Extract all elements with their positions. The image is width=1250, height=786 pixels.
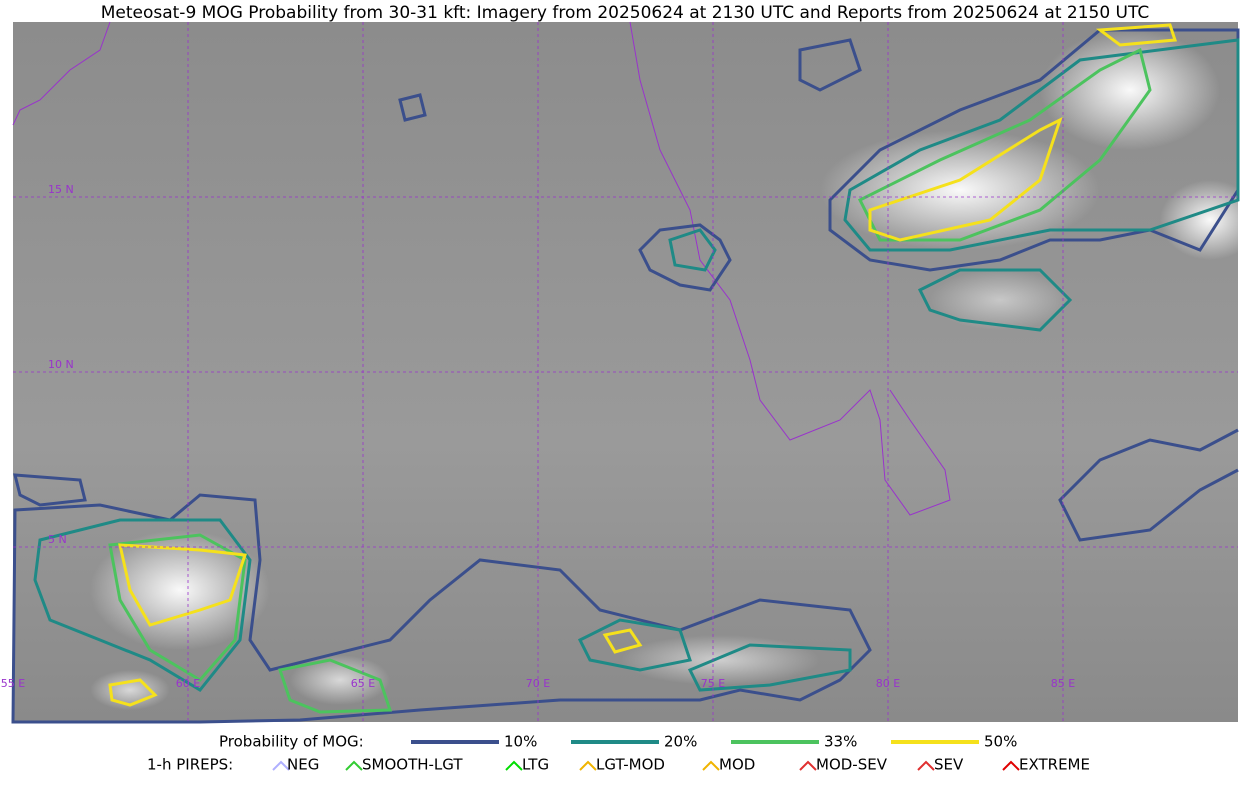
legend-title: 1-h PIREPS: <box>147 756 233 774</box>
legend-marker <box>917 760 935 771</box>
legend-label: SEV <box>934 756 964 774</box>
legend-label: MOD-SEV <box>816 756 888 774</box>
legend-label: 50% <box>984 733 1017 751</box>
legend-marker <box>702 760 720 771</box>
legend-marker <box>505 760 523 771</box>
legend-marker <box>579 760 597 771</box>
legend-label: EXTREME <box>1019 756 1090 774</box>
legend: Probability of MOG: 1-h PIREPS: 10% 20% 33… <box>147 733 1090 774</box>
lon-label: 75 E <box>701 677 725 690</box>
legend-marker <box>799 760 817 771</box>
legend-label: SMOOTH-LGT <box>362 756 463 774</box>
legend-marker <box>345 760 363 771</box>
graticule: 15 N 10 N 5 N 55 E 60 E 65 E 70 E 75 E 80 E 85 E <box>1 22 1238 722</box>
legend-label: 33% <box>824 733 857 751</box>
lon-label: 65 E <box>351 677 375 690</box>
legend-label: 10% <box>504 733 537 751</box>
coastline <box>12 21 951 516</box>
legend-label: LTG <box>522 756 549 774</box>
lat-label: 15 N <box>48 183 74 196</box>
mog-contours <box>11 23 1240 724</box>
legend-label: LGT-MOD <box>596 756 665 774</box>
lon-label: 55 E <box>1 677 25 690</box>
legend-title: Probability of MOG: <box>219 733 364 751</box>
lon-label: 70 E <box>526 677 550 690</box>
lat-label: 5 N <box>48 533 67 546</box>
legend-label: 20% <box>664 733 697 751</box>
legend-label: NEG <box>287 756 319 774</box>
legend-marker <box>1002 760 1020 771</box>
lon-label: 60 E <box>176 677 200 690</box>
lon-label: 85 E <box>1051 677 1075 690</box>
legend-label: MOD <box>719 756 755 774</box>
legend-marker <box>272 760 290 771</box>
title: Meteosat-9 MOG Probability from 30-31 kf… <box>101 3 1150 23</box>
lat-label: 10 N <box>48 358 74 371</box>
lon-label: 80 E <box>876 677 900 690</box>
